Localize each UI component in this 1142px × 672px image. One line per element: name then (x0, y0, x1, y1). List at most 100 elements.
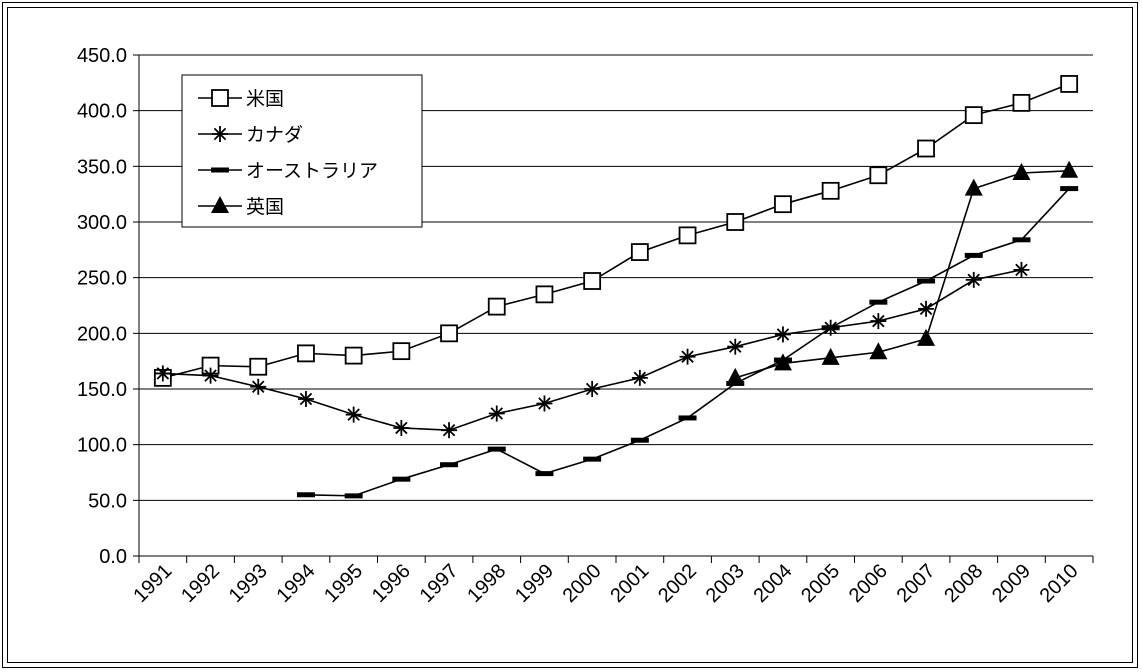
x-tick-label: 2010 (1036, 560, 1083, 607)
square-marker (440, 324, 458, 343)
x-tick-label: 1996 (368, 560, 415, 607)
dash-marker (583, 456, 602, 462)
y-tick-labels: 0.0 50.0 100.0 150.0 200.0 250.0 300.0 350.0 400… (77, 45, 127, 568)
y-tick-label: 350.0 (77, 156, 127, 178)
dash-marker (535, 471, 554, 477)
dash-marker (344, 493, 363, 499)
dash-marker (392, 476, 411, 482)
square-marker (344, 346, 363, 365)
asterisk-marker (1013, 261, 1030, 278)
legend-item: オーストラリア (198, 160, 378, 182)
x-tick-label: 1991 (129, 560, 176, 607)
asterisk-marker (297, 391, 314, 408)
series-1 (153, 75, 1079, 387)
x-tick-label: 1997 (416, 560, 463, 607)
dash-marker (821, 325, 840, 331)
asterisk-marker (965, 271, 982, 288)
series-line (162, 269, 1022, 431)
square-marker (821, 181, 840, 200)
y-tick-label: 0.0 (99, 546, 127, 568)
x-tick-label: 1995 (320, 560, 367, 607)
axes (133, 54, 1094, 563)
dash-marker (630, 437, 649, 443)
x-tick-label: 2009 (988, 560, 1035, 607)
legend-item: 米国 (198, 88, 284, 110)
legend-label: カナダ (246, 124, 303, 146)
asterisk-marker (441, 422, 458, 439)
legend-label: 米国 (246, 88, 284, 110)
asterisk-marker (774, 326, 791, 343)
asterisk-marker (488, 405, 505, 422)
square-marker (297, 344, 315, 363)
asterisk-marker (918, 300, 935, 317)
series (153, 75, 1079, 499)
dash-marker (440, 462, 459, 468)
asterisk-marker (202, 367, 219, 384)
y-tick-label: 150.0 (77, 379, 127, 401)
x-tick-label: 1998 (463, 560, 510, 607)
asterisk-marker (679, 348, 696, 365)
x-tick-label: 2002 (654, 560, 701, 607)
asterisk-marker (393, 419, 410, 436)
dash-marker (1012, 237, 1031, 243)
square-marker (211, 89, 229, 107)
square-marker (392, 342, 411, 361)
x-tick-label: 1992 (177, 560, 224, 607)
triangle-marker (211, 196, 229, 213)
asterisk-marker (212, 126, 228, 142)
asterisk-marker (727, 338, 744, 355)
dash-marker (1060, 186, 1079, 192)
asterisk-marker (345, 406, 362, 423)
asterisk-marker (631, 369, 648, 386)
x-tick-label: 2007 (893, 560, 940, 607)
dash-marker (678, 415, 697, 421)
series-2 (154, 261, 1030, 439)
y-tick-label: 200.0 (77, 323, 127, 345)
dash-marker (487, 446, 506, 452)
square-marker (1060, 75, 1079, 93)
x-tick-labels: 1991 1992 1993 1994 1995 1996 1997 1998 1999 2000… (129, 560, 1082, 607)
x-tick-label: 1993 (225, 560, 272, 607)
triangle-marker (1012, 163, 1031, 181)
square-marker (774, 195, 792, 214)
y-tick-label: 450.0 (77, 45, 127, 67)
legend-item: カナダ (198, 124, 303, 146)
x-tick-label: 1994 (272, 560, 319, 607)
square-marker (869, 166, 888, 185)
triangle-marker (726, 367, 745, 385)
dash-marker (296, 492, 315, 498)
y-tick-label: 250.0 (77, 268, 127, 290)
legend-label: オーストラリア (246, 160, 378, 182)
legend-item: 英国 (198, 196, 284, 218)
x-tick-label: 2004 (749, 560, 796, 607)
x-tick-label: 2006 (845, 560, 892, 607)
x-tick-label: 2003 (702, 560, 749, 607)
series-line (735, 169, 1070, 379)
x-tick-label: 2001 (606, 560, 653, 607)
series-4 (726, 160, 1079, 385)
x-tick-label: 2000 (559, 560, 606, 607)
asterisk-marker (870, 313, 887, 330)
square-marker (726, 213, 745, 231)
legend-label: 英国 (246, 196, 284, 218)
chart-frame-inner (7, 7, 1133, 663)
asterisk-marker (250, 378, 267, 395)
triangle-marker (964, 178, 983, 196)
asterisk-marker (536, 395, 553, 412)
triangle-marker (1060, 160, 1079, 178)
square-marker (249, 357, 268, 376)
triangle-marker (869, 342, 888, 360)
y-tick-label: 100.0 (77, 435, 127, 457)
y-tick-label: 400.0 (77, 101, 127, 123)
square-marker (917, 139, 935, 158)
square-marker (535, 285, 554, 304)
dash-marker (964, 252, 983, 258)
triangle-marker (821, 347, 840, 365)
x-tick-label: 2008 (940, 560, 987, 607)
y-tick-label: 50.0 (88, 490, 127, 512)
y-tick-label: 300.0 (77, 212, 127, 234)
square-marker (487, 297, 506, 316)
